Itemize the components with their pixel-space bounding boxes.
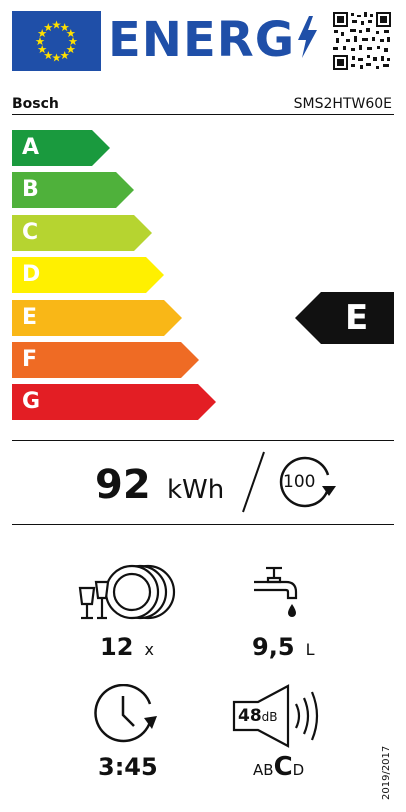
energy-consumption-value: 92	[95, 462, 151, 508]
noise-class-active: C	[273, 752, 293, 782]
water-consumption: 9,5 L	[252, 632, 315, 665]
class-letter: A	[22, 135, 40, 160]
class-bar-g: G	[12, 384, 216, 420]
lightning-icon	[298, 16, 318, 58]
cycles-count: 100	[283, 472, 316, 492]
place-settings-unit: x	[144, 640, 154, 659]
energy-title: ENERG	[108, 8, 319, 72]
dish-rack-icon	[76, 564, 180, 628]
eu-flag-icon	[12, 11, 101, 71]
noise-classes-after: D	[292, 761, 305, 779]
divider	[12, 114, 394, 115]
separator-slash	[242, 451, 265, 513]
speaker-icon: 48dB	[232, 684, 328, 748]
water-unit: L	[305, 640, 315, 659]
class-bar-e: E	[12, 300, 182, 336]
program-duration: 3:45	[98, 752, 158, 782]
class-bar-d: D	[12, 257, 164, 293]
class-letter: B	[22, 177, 39, 202]
energy-title-text: ENERG	[108, 12, 296, 68]
place-settings: 12 x	[100, 632, 154, 665]
class-letter: E	[22, 305, 38, 330]
noise-level: 48dB	[238, 706, 278, 727]
noise-class-scale: ABCD	[253, 752, 304, 785]
class-bar-c: C	[12, 215, 152, 251]
duration-value: 3:45	[98, 753, 158, 781]
cycles-icon: 100	[270, 455, 342, 511]
supplier-name: Bosch	[12, 96, 59, 112]
qr-code-icon	[332, 11, 392, 71]
class-bar-a: A	[12, 130, 110, 166]
place-settings-value: 12	[100, 633, 134, 661]
energy-consumption-unit: kWh	[167, 475, 225, 505]
clock-icon	[92, 683, 162, 748]
noise-value: 48	[238, 706, 262, 726]
regulation-number: 2019/2017	[381, 745, 392, 800]
model-identifier: SMS2HTW60E	[293, 96, 392, 112]
noise-unit: dB	[261, 710, 278, 724]
water-value: 9,5	[252, 633, 295, 661]
noise-classes-before: AB	[253, 761, 274, 779]
class-bar-f: F	[12, 342, 199, 378]
class-letter: G	[22, 389, 41, 414]
class-letter: F	[22, 347, 38, 372]
water-tap-icon	[252, 564, 312, 628]
class-letter: C	[22, 220, 39, 245]
rating-letter: E	[345, 298, 369, 338]
class-letter: D	[22, 262, 41, 287]
divider	[12, 440, 394, 441]
rating-indicator: E	[295, 292, 394, 344]
divider	[12, 524, 394, 525]
class-bar-b: B	[12, 172, 134, 208]
